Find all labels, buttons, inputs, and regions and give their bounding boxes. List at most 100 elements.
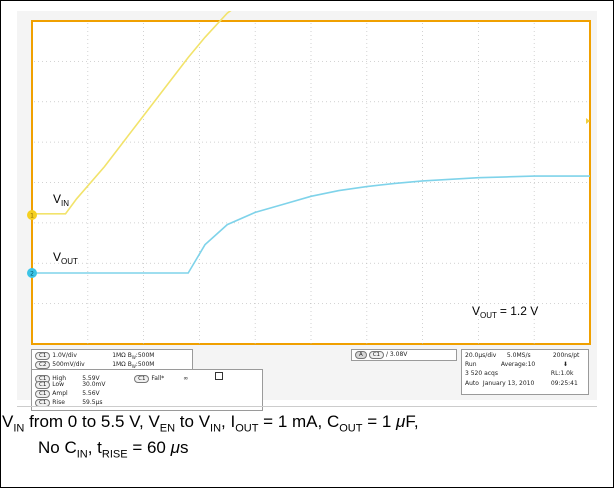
grid-dot <box>478 287 479 288</box>
grid-dot <box>570 303 571 305</box>
grid-dot <box>186 101 187 103</box>
grid-dot <box>562 141 563 143</box>
grid-dot <box>434 303 435 305</box>
grid-dot <box>578 60 579 62</box>
grid-dot <box>110 303 111 305</box>
grid-dot <box>586 222 587 224</box>
grid-dot <box>450 141 451 143</box>
grid-dot <box>478 67 479 68</box>
trigger-source-chip[interactable]: C1 <box>368 351 385 359</box>
grid-dot <box>410 141 411 143</box>
grid-dot <box>533 319 535 320</box>
grid-dot <box>478 319 479 320</box>
grid-dot <box>366 75 368 76</box>
grid-dot <box>542 101 543 103</box>
grid-dot <box>90 222 91 224</box>
channel-row-c1: C1 1.0V/div 1MΩ BW:500M <box>35 352 154 360</box>
grid-dot <box>134 60 135 62</box>
grid-dot <box>98 60 99 62</box>
channel-chip[interactable]: C1 <box>35 352 51 360</box>
grid-dot <box>278 303 279 305</box>
grid-dot <box>278 60 279 62</box>
grid-dot <box>246 182 247 183</box>
grid-dot <box>562 101 563 103</box>
measurement-chip[interactable]: C1 <box>35 381 51 389</box>
grid-dot <box>78 141 79 143</box>
grid-dot <box>422 171 423 172</box>
grid-dot <box>370 262 371 264</box>
grid-dot <box>234 141 235 143</box>
grid-dot <box>478 262 479 264</box>
measurement-chip[interactable]: C1 <box>35 390 51 398</box>
grid-dot <box>533 171 535 172</box>
trigger-chip[interactable]: A <box>355 351 367 359</box>
grid-dot <box>143 139 144 140</box>
grid-dot <box>254 243 256 244</box>
grid-dot <box>262 60 263 62</box>
grid-dot <box>54 262 55 264</box>
grid-dot <box>34 60 35 62</box>
grid-dot <box>382 182 383 183</box>
grid-dot <box>282 182 283 183</box>
grid-dot <box>306 262 307 264</box>
grid-dot <box>238 141 239 143</box>
grid-dot <box>390 222 391 224</box>
grid-dot <box>422 43 423 44</box>
grid-dot <box>143 339 144 340</box>
grid-dot <box>310 331 312 332</box>
grid-dot <box>434 262 435 264</box>
grid-dot <box>254 143 256 144</box>
grid-dot <box>366 251 368 252</box>
grid-dot <box>218 101 219 103</box>
grid-dot <box>530 182 531 183</box>
grid-dot <box>478 141 479 143</box>
grid-dot <box>482 60 483 62</box>
grid-dot <box>87 31 89 32</box>
grid-dot <box>199 327 200 328</box>
grid-dot <box>87 147 89 148</box>
grid-dot <box>258 262 259 264</box>
grid-dot <box>314 182 315 183</box>
grid-dot <box>533 155 535 156</box>
grid-dot <box>186 141 187 143</box>
grid-dot <box>366 155 368 156</box>
grid-dot <box>470 182 471 183</box>
grid-dot <box>478 191 479 192</box>
grid-dot <box>422 87 423 88</box>
caption-text: = 1 <box>362 412 397 431</box>
grid-dot <box>310 175 312 176</box>
grid-dot <box>114 222 115 224</box>
channel-chip[interactable]: C2 <box>35 361 51 369</box>
grid-dot <box>46 60 47 62</box>
grid-dot <box>526 60 527 62</box>
grid-dot <box>274 303 275 305</box>
grid-dot <box>322 222 323 224</box>
bandwidth-value: :500M <box>135 352 155 359</box>
grid-dot <box>206 262 207 264</box>
grid-dot <box>110 222 111 224</box>
grid-dot <box>254 303 255 305</box>
grid-dot <box>533 103 535 104</box>
grid-dot <box>254 195 256 196</box>
grid-dot <box>390 182 391 183</box>
settings-icon[interactable] <box>215 372 224 380</box>
grid-dot <box>533 283 535 284</box>
grid-dot <box>442 182 443 183</box>
grid-dot <box>258 222 259 224</box>
grid-dot <box>34 101 35 103</box>
grid-dot <box>342 182 343 183</box>
fall-chip[interactable]: C1 <box>134 375 150 383</box>
grid-dot <box>210 101 211 103</box>
grid-dot <box>62 222 63 224</box>
grid-dot <box>310 179 312 180</box>
grid-dot <box>194 141 195 143</box>
grid-dot <box>502 182 503 183</box>
grid-dot <box>186 60 187 62</box>
grid-dot <box>230 60 231 62</box>
grid-dot <box>406 303 407 305</box>
grid-dot <box>222 182 223 183</box>
caption-line-2: No CIN, tRISE = 60 μs <box>2 438 610 464</box>
grid-dot <box>533 295 535 296</box>
grid-dot <box>102 222 103 224</box>
grid-dot <box>310 155 312 156</box>
